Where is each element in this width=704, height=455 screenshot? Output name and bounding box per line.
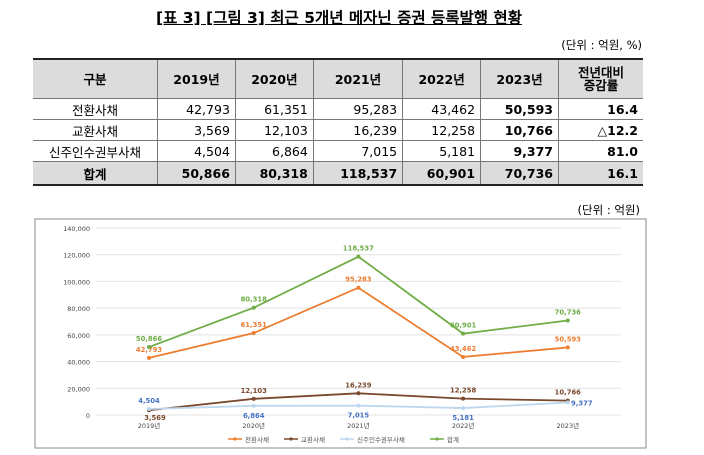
cell-value: 10,766 xyxy=(480,119,559,141)
cell-value: 60,901 xyxy=(402,161,482,186)
data-label: 50,593 xyxy=(555,335,581,343)
data-point xyxy=(461,331,466,336)
data-label: 9,377 xyxy=(571,399,593,407)
issuance-table: 구분 2019년 2020년 2021년 2022년 2023년 전년대비 증감률… xyxy=(33,58,643,186)
data-point xyxy=(461,406,466,411)
header-2022: 2022년 xyxy=(402,58,482,99)
table-row: 신주인수권부사채 4,504 6,864 7,015 5,181 9,377 81.0 xyxy=(33,140,643,162)
table-row: 전환사채 42,793 61,351 95,283 43,462 50,593 16.4 xyxy=(33,98,643,120)
cell-value: 80,318 xyxy=(234,161,314,186)
y-tick-label: 60,000 xyxy=(67,332,90,340)
page-title: [표 3] [그림 3] 최근 5개년 메자닌 증권 등록발행 현황 xyxy=(156,9,522,27)
cell-value: 4,504 xyxy=(157,140,236,162)
legend-marker xyxy=(233,437,237,441)
data-label: 95,283 xyxy=(345,276,371,284)
cell-value: 16.1 xyxy=(558,161,643,186)
header-2023: 2023년 xyxy=(480,58,559,99)
y-tick-label: 80,000 xyxy=(67,305,90,313)
table-row: 합계 50,866 80,318 118,537 60,901 70,736 16.1 xyxy=(33,161,643,186)
x-tick-label: 2022년 xyxy=(452,421,475,430)
table-header-row: 구분 2019년 2020년 2021년 2022년 2023년 전년대비 증감률 xyxy=(33,58,643,99)
header-category: 구분 xyxy=(33,58,158,99)
x-tick-label: 2021년 xyxy=(347,421,370,430)
chart-frame xyxy=(34,218,647,449)
data-point xyxy=(251,305,256,310)
legend-marker xyxy=(345,437,349,441)
y-tick-label: 20,000 xyxy=(67,385,90,393)
data-point xyxy=(565,345,570,350)
cell-value: 5,181 xyxy=(402,140,482,162)
data-label: 12,103 xyxy=(241,387,267,395)
data-label: 43,462 xyxy=(450,345,476,353)
y-tick-label: 140,000 xyxy=(63,225,90,233)
cell-value: 118,537 xyxy=(312,161,404,186)
row-label: 교환사채 xyxy=(33,119,158,141)
header-2020: 2020년 xyxy=(234,58,314,99)
series-line xyxy=(148,255,568,348)
data-point xyxy=(565,318,570,323)
cell-value: △12.2 xyxy=(558,119,643,141)
data-label: 6,864 xyxy=(243,412,265,420)
header-change-rate: 전년대비 증감률 xyxy=(558,58,643,99)
data-label: 16,239 xyxy=(345,381,371,389)
cell-value: 6,864 xyxy=(234,140,314,162)
data-point xyxy=(356,403,361,408)
legend-label: 합계 xyxy=(447,435,459,444)
y-tick-label: 100,000 xyxy=(63,278,90,286)
data-label: 70,736 xyxy=(555,309,581,317)
row-label: 합계 xyxy=(33,161,158,186)
x-tick-label: 2023년 xyxy=(557,421,580,430)
header-2021: 2021년 xyxy=(312,58,404,99)
data-point xyxy=(147,406,151,411)
cell-value: 7,015 xyxy=(312,140,404,162)
data-point xyxy=(147,345,151,350)
data-label: 50,866 xyxy=(136,335,162,343)
data-label: 60,901 xyxy=(450,322,476,330)
data-label: 42,793 xyxy=(136,346,162,354)
cell-value: 43,462 xyxy=(402,98,482,120)
data-point xyxy=(251,403,256,408)
data-point xyxy=(461,396,466,401)
x-tick-label: 2020년 xyxy=(242,421,265,430)
cell-value: 81.0 xyxy=(558,140,643,162)
cell-value: 70,736 xyxy=(480,161,559,186)
table-unit: (단위 : 억원, %) xyxy=(561,38,642,52)
data-label: 80,318 xyxy=(241,296,267,304)
cell-value: 50,866 xyxy=(157,161,236,186)
data-label: 4,504 xyxy=(138,397,160,405)
cell-value: 9,377 xyxy=(480,140,559,162)
data-label: 7,015 xyxy=(348,412,370,420)
legend-label: 교환사채 xyxy=(301,435,325,444)
data-point xyxy=(356,285,361,290)
chart-unit: (단위 : 억원) xyxy=(577,203,640,217)
y-tick-label: 120,000 xyxy=(63,252,90,260)
data-label: 5,181 xyxy=(452,414,474,422)
data-point xyxy=(461,354,466,359)
data-point xyxy=(147,355,151,360)
data-label: 3,569 xyxy=(144,414,166,422)
data-point xyxy=(251,331,256,336)
data-point xyxy=(251,396,256,401)
cell-value: 3,569 xyxy=(157,119,236,141)
legend-label: 신주인수권부사채 xyxy=(357,435,405,444)
y-tick-label: 0 xyxy=(86,412,90,420)
data-point xyxy=(356,391,361,396)
legend-marker xyxy=(289,437,293,441)
legend-label: 전환사채 xyxy=(245,435,269,444)
data-label: 10,766 xyxy=(555,389,581,397)
data-point xyxy=(356,254,361,259)
data-label: 118,537 xyxy=(343,245,374,253)
x-tick-label: 2019년 xyxy=(138,421,161,430)
y-tick-label: 40,000 xyxy=(67,359,90,367)
data-point xyxy=(565,400,570,405)
data-label: 12,258 xyxy=(450,387,476,395)
legend-marker xyxy=(435,437,439,441)
data-label: 61,351 xyxy=(241,321,267,329)
